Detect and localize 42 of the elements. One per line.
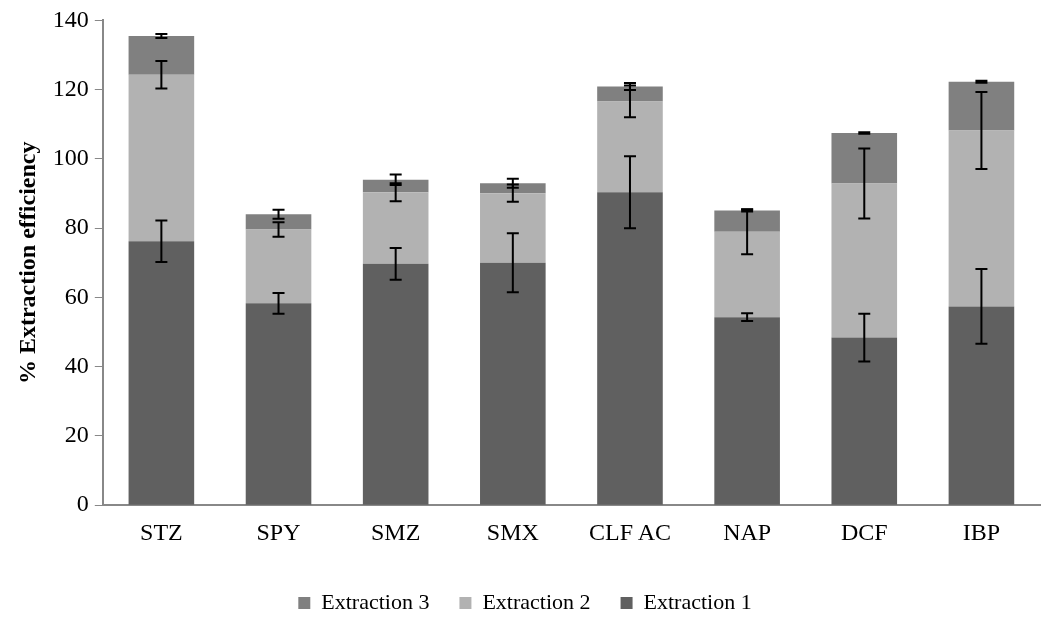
legend-label: Extraction 2 bbox=[482, 588, 591, 614]
x-tick-label: STZ bbox=[140, 518, 183, 545]
bar bbox=[362, 263, 429, 505]
bar bbox=[128, 35, 195, 75]
x-tick-label: DCF bbox=[840, 518, 888, 545]
bar bbox=[597, 86, 663, 102]
y-tick-label: 60 bbox=[64, 282, 89, 309]
x-tick-label: SMX bbox=[486, 518, 539, 545]
bar bbox=[480, 193, 546, 263]
bar bbox=[362, 192, 429, 264]
bar bbox=[128, 74, 195, 242]
y-tick-label: 120 bbox=[52, 74, 89, 101]
y-tick-label: 40 bbox=[64, 351, 89, 378]
x-tick-label: CLF AC bbox=[588, 518, 671, 545]
y-tick-label: 140 bbox=[52, 5, 89, 32]
x-tick-label: NAP bbox=[723, 518, 772, 545]
bar bbox=[714, 317, 780, 505]
bar bbox=[831, 132, 898, 184]
legend-label: Extraction 1 bbox=[643, 588, 752, 614]
y-tick-label: 80 bbox=[64, 213, 89, 240]
y-tick-label: 0 bbox=[76, 490, 89, 517]
x-tick-label: IBP bbox=[962, 518, 1001, 545]
bar bbox=[245, 229, 312, 304]
bar bbox=[831, 183, 898, 338]
bar bbox=[714, 231, 780, 318]
bar bbox=[128, 241, 195, 505]
bar bbox=[948, 306, 1015, 505]
bar bbox=[948, 81, 1015, 131]
bar bbox=[480, 262, 546, 505]
bar bbox=[714, 210, 780, 232]
x-tick-label: SPY bbox=[256, 518, 301, 545]
legend-label: Extraction 3 bbox=[321, 588, 430, 614]
bar bbox=[948, 130, 1015, 307]
bar bbox=[245, 214, 312, 230]
bar bbox=[831, 337, 898, 505]
y-tick-label: 100 bbox=[52, 144, 89, 171]
y-tick-label: 20 bbox=[64, 421, 89, 448]
bar bbox=[597, 192, 663, 505]
x-tick-label: SMZ bbox=[371, 518, 421, 545]
y-axis-title: % Extraction efficiency bbox=[13, 141, 40, 385]
bar bbox=[245, 303, 312, 505]
bar bbox=[597, 101, 663, 193]
